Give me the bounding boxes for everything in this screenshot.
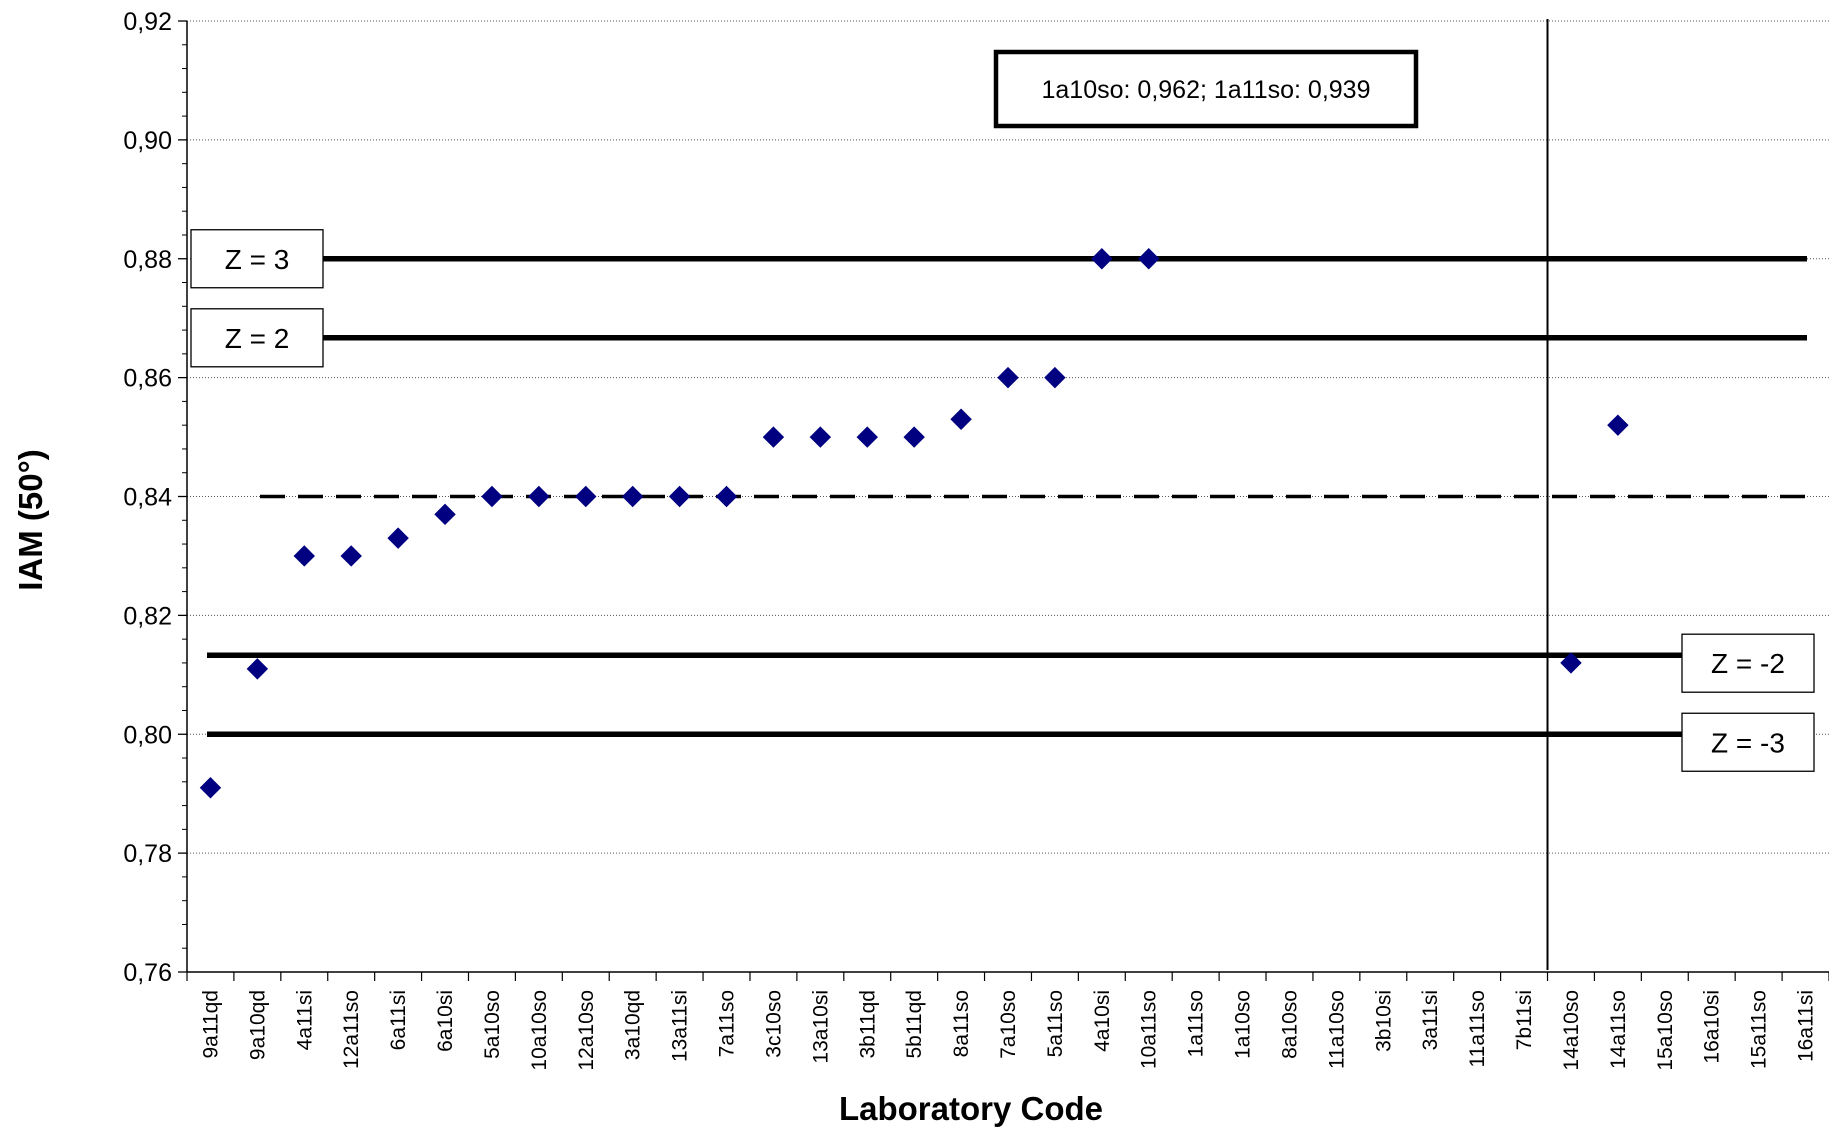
x-tick-label: 12a11so [340,990,363,1069]
data-point [997,366,1019,389]
x-tick-label: 6a11si [387,990,410,1050]
x-tick-label: 13a10si [809,990,832,1064]
data-point [199,777,222,799]
data-point [903,426,925,448]
z-label-box: Z = 2 [190,308,324,368]
reference-lines [207,256,1807,737]
z-label-text: Z = -2 [1711,648,1785,679]
x-tick-label: 10a10so [528,990,551,1071]
y-axis-title: IAM (50°) [12,449,49,591]
annotation: 1a10so: 0,962; 1a11so: 0,939 [993,49,1419,129]
x-tick-label: 6a10si [434,990,457,1052]
x-tick-label: 5a11so [1044,990,1067,1057]
x-tick-label: 14a11so [1607,990,1630,1069]
x-tick-label: 3a11si [1419,990,1442,1050]
y-tick-label: 0,90 [123,127,172,155]
data-point [528,485,550,508]
data-point [1138,248,1160,270]
x-tick-label: 7b11si [1513,990,1536,1050]
x-tick-label: 5b11qd [903,990,926,1059]
y-tick-label: 0,84 [123,484,172,512]
data-point [1044,366,1066,389]
data-point [856,426,878,448]
z-label-box: Z = 3 [190,229,324,289]
x-tick-label: 3a10qd [622,990,645,1060]
data-point [293,545,315,567]
x-tick-label: 4a11si [293,990,316,1050]
y-tick-label: 0,78 [123,840,172,868]
x-tick-label: 4a10si [1091,990,1114,1052]
z-label-text: Z = -3 [1711,727,1785,758]
axes: 0,76 0,78 0,80 0,82 0,84 0,86 0,88 0,90 0,92 9a11… [123,8,1829,1071]
data-point [387,527,409,549]
z-label-box: Z = -2 [1681,633,1815,693]
x-tick-label: 9a11qd [199,990,222,1059]
data-point [809,426,832,448]
data-point [481,485,503,508]
y-tick-label: 0,86 [123,365,172,393]
x-tick-label: 8a10so [1278,990,1301,1059]
data-points [199,248,1629,799]
x-tick-label: 1a10so [1232,990,1255,1059]
x-tick-label: 5a10so [481,990,504,1059]
data-point [668,485,691,508]
x-tick-label: 3c10so [762,990,785,1058]
x-tick-label: 3b10si [1372,990,1395,1052]
x-tick-label: 9a10qd [246,990,269,1060]
x-tick-label: 14a10so [1560,990,1583,1071]
x-tick-label: 16a10si [1701,990,1724,1064]
x-tick-label: 7a10so [997,990,1020,1059]
x-tick-label: 15a11so [1748,990,1771,1069]
x-tick-label: 3b11qd [856,990,879,1059]
data-point [246,658,269,680]
y-tick-label: 0,76 [123,959,172,987]
reference-labels: Z = 3 Z = 2 Z = -2 Z = -3 [190,229,1815,772]
z-label-box: Z = -3 [1681,712,1815,772]
x-tick-label: 7a11so [716,990,739,1057]
data-point [762,426,785,448]
data-point [950,408,972,430]
x-tick-label: 13a11si [669,990,692,1062]
y-tick-label: 0,80 [123,721,172,749]
data-point [340,545,362,567]
z-label-text: Z = 3 [225,244,290,275]
x-tick-label: 10a11so [1138,990,1161,1069]
x-tick-label: 16a11si [1795,990,1818,1062]
data-point [575,485,597,508]
x-tick-label: 11a11so [1466,990,1489,1067]
x-tick-label: 12a10so [575,990,598,1071]
x-tick-label: 8a11so [950,990,973,1057]
data-point [1091,248,1113,270]
y-tick-label: 0,88 [123,246,172,274]
y-tick-label: 0,92 [123,8,172,36]
annotation-box: 1a10so: 0,962; 1a11so: 0,939 [993,49,1419,129]
data-point [434,503,456,526]
x-tick-label: 11a10so [1325,990,1348,1069]
data-point [715,485,738,508]
x-axis-title: Laboratory Code [839,1090,1103,1127]
annotation-text: 1a10so: 0,962; 1a11so: 0,939 [1042,76,1371,104]
y-tick-label: 0,82 [123,602,172,630]
z-label-text: Z = 2 [225,323,290,354]
data-point [621,485,644,508]
grid-lines [187,20,1829,854]
data-point [1607,414,1629,436]
data-point [1560,652,1582,674]
x-tick-label: 1a11so [1185,990,1208,1057]
x-tick-label: 15a10so [1654,990,1677,1071]
